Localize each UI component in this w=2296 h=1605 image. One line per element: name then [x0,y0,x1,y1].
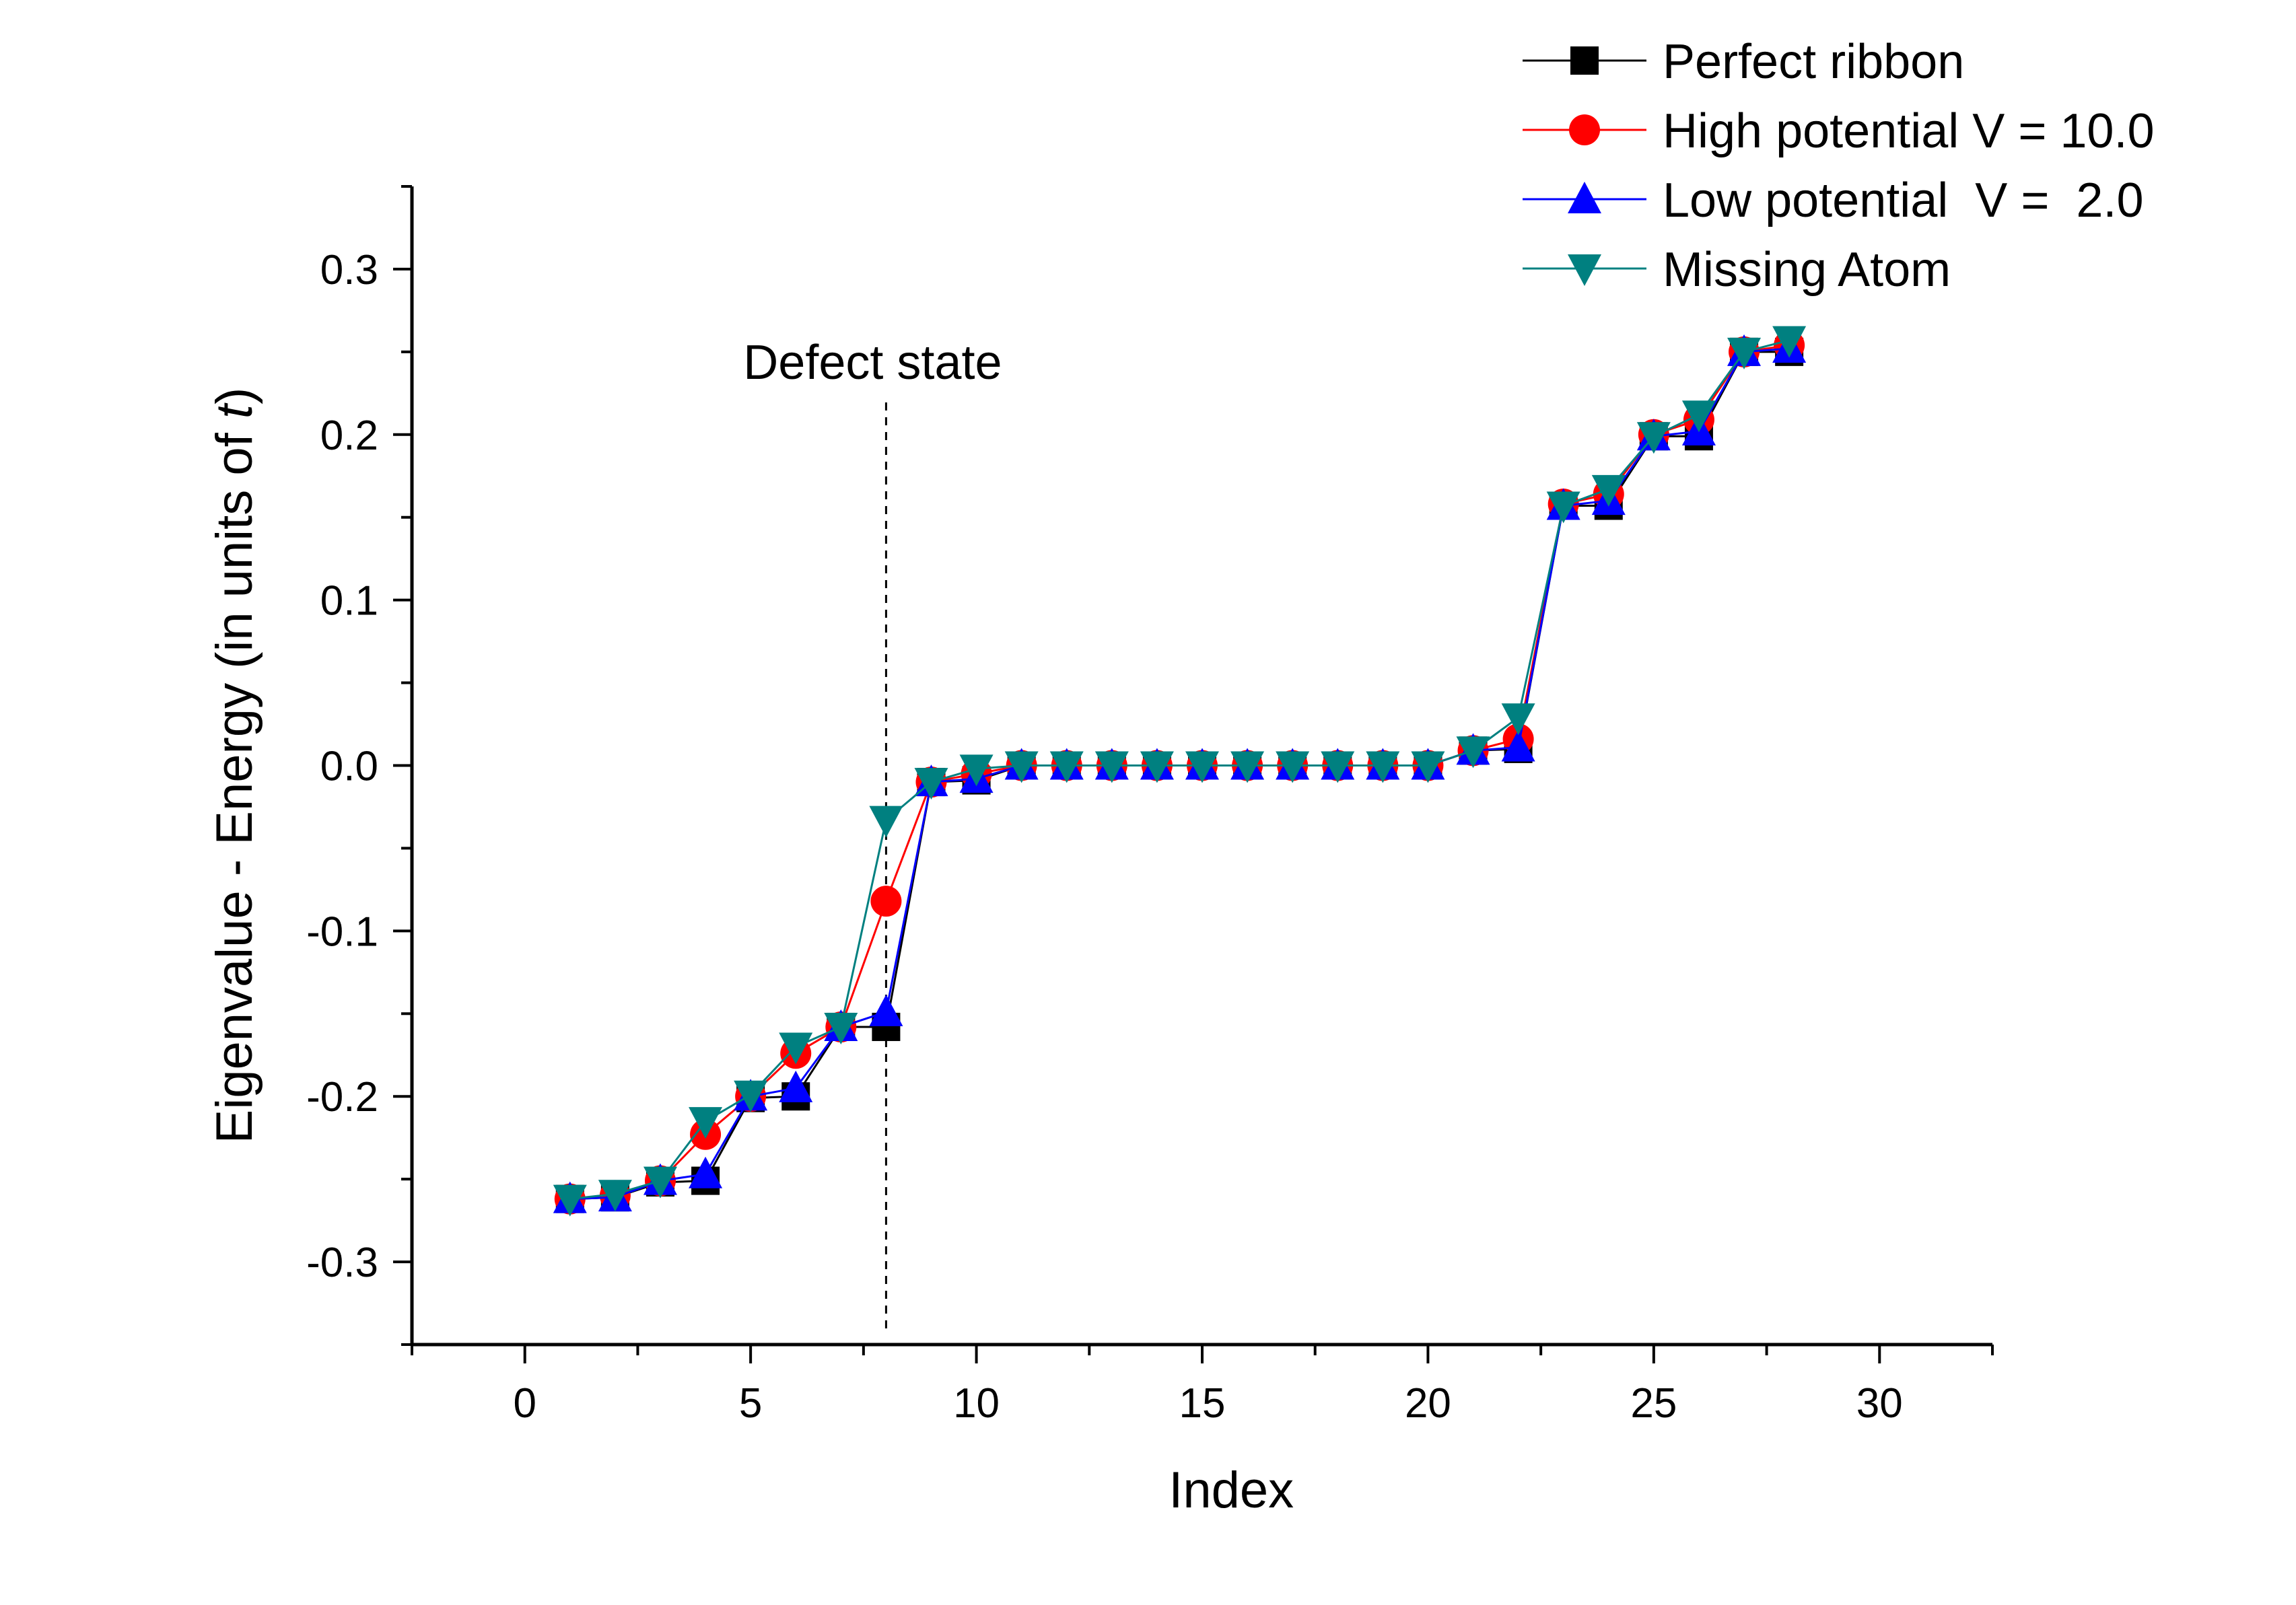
data-point [1636,422,1671,454]
axes: 0 5 10 15 20 25 30 -0.3 -0.2 -0.1 0.0 0.1 0.2 0.3 Inde… [206,185,1994,1519]
defect-state-label: Defect state [743,336,1002,390]
y-tick-label: 0.1 [320,578,378,625]
data-point [689,1107,723,1139]
data-point [824,1012,858,1044]
legend-item-1: High potential V = 10.0 [1523,104,2155,158]
data-point [553,1184,587,1217]
data-point [1772,326,1807,358]
legend-label: High potential V = 10.0 [1663,104,2155,158]
y-tick-label: 0.3 [320,247,378,293]
x-tick-label: 0 [513,1380,536,1427]
legend-label: Low potential V = 2.0 [1663,174,2143,227]
series-line [569,339,1790,1201]
data-point [1727,337,1762,369]
y-axis-title-variable: t [206,402,263,419]
legend-marker [1568,254,1601,286]
series-3 [553,326,1807,1217]
data-point [689,1156,723,1188]
data-point [598,1180,632,1212]
data-point [914,768,948,800]
legend-label: Missing Atom [1663,243,1951,297]
data-point [1140,751,1174,783]
annotation: Defect state [743,336,1002,1329]
legend-item-3: Missing Atom [1523,243,1951,297]
data-point [1276,751,1310,783]
y-tick-label: 0.2 [320,413,378,459]
legend-label: Perfect ribbon [1663,35,1964,89]
data-point [1094,751,1129,783]
data-point [734,1080,768,1112]
y-tick-label: -0.2 [306,1074,378,1120]
data-point [1501,729,1535,762]
y-axis-title: Eigenvalue - Energy (in units of t) [206,388,263,1144]
y-axis-title-suffix: ) [206,388,263,404]
x-axis-title: Index [1169,1462,1294,1519]
data-point [1366,751,1400,783]
data-point [1681,400,1716,433]
legend: Perfect ribbon High potential V = 10.0 Low… [1523,35,2155,297]
data-point [1230,751,1265,783]
x-tick-label: 5 [739,1380,762,1427]
data-point [643,1166,677,1199]
legend-marker [1568,182,1601,213]
data-point [779,1070,813,1102]
plot-series [553,326,1807,1217]
data-point [1456,736,1490,769]
data-point [869,806,903,838]
y-axis-title-text: Eigenvalue - Energy (in units of [206,419,263,1143]
x-tick-label: 20 [1405,1380,1451,1427]
y-tick-label: -0.1 [306,908,378,955]
series-line [569,344,1790,1201]
data-point [1591,474,1626,507]
legend-marker [1570,46,1599,75]
data-point [1049,751,1084,783]
x-tick-label: 10 [953,1380,1000,1427]
y-tick-label: -0.3 [306,1240,378,1286]
data-point [1004,751,1039,783]
data-point [1321,751,1355,783]
x-tick-label: 15 [1179,1380,1226,1427]
data-point [869,994,903,1026]
data-point [1546,491,1580,524]
data-point [779,1032,813,1065]
legend-marker [1569,114,1600,145]
data-point [1501,703,1535,736]
x-tick-label: 30 [1856,1380,1903,1427]
x-tick-label: 25 [1630,1380,1677,1427]
data-point [1411,751,1445,783]
data-point [870,886,902,917]
legend-item-0: Perfect ribbon [1523,35,1964,89]
legend-item-2: Low potential V = 2.0 [1523,174,2143,227]
y-tick-label: 0.0 [320,744,378,790]
data-point [959,754,994,787]
data-point [1185,751,1219,783]
